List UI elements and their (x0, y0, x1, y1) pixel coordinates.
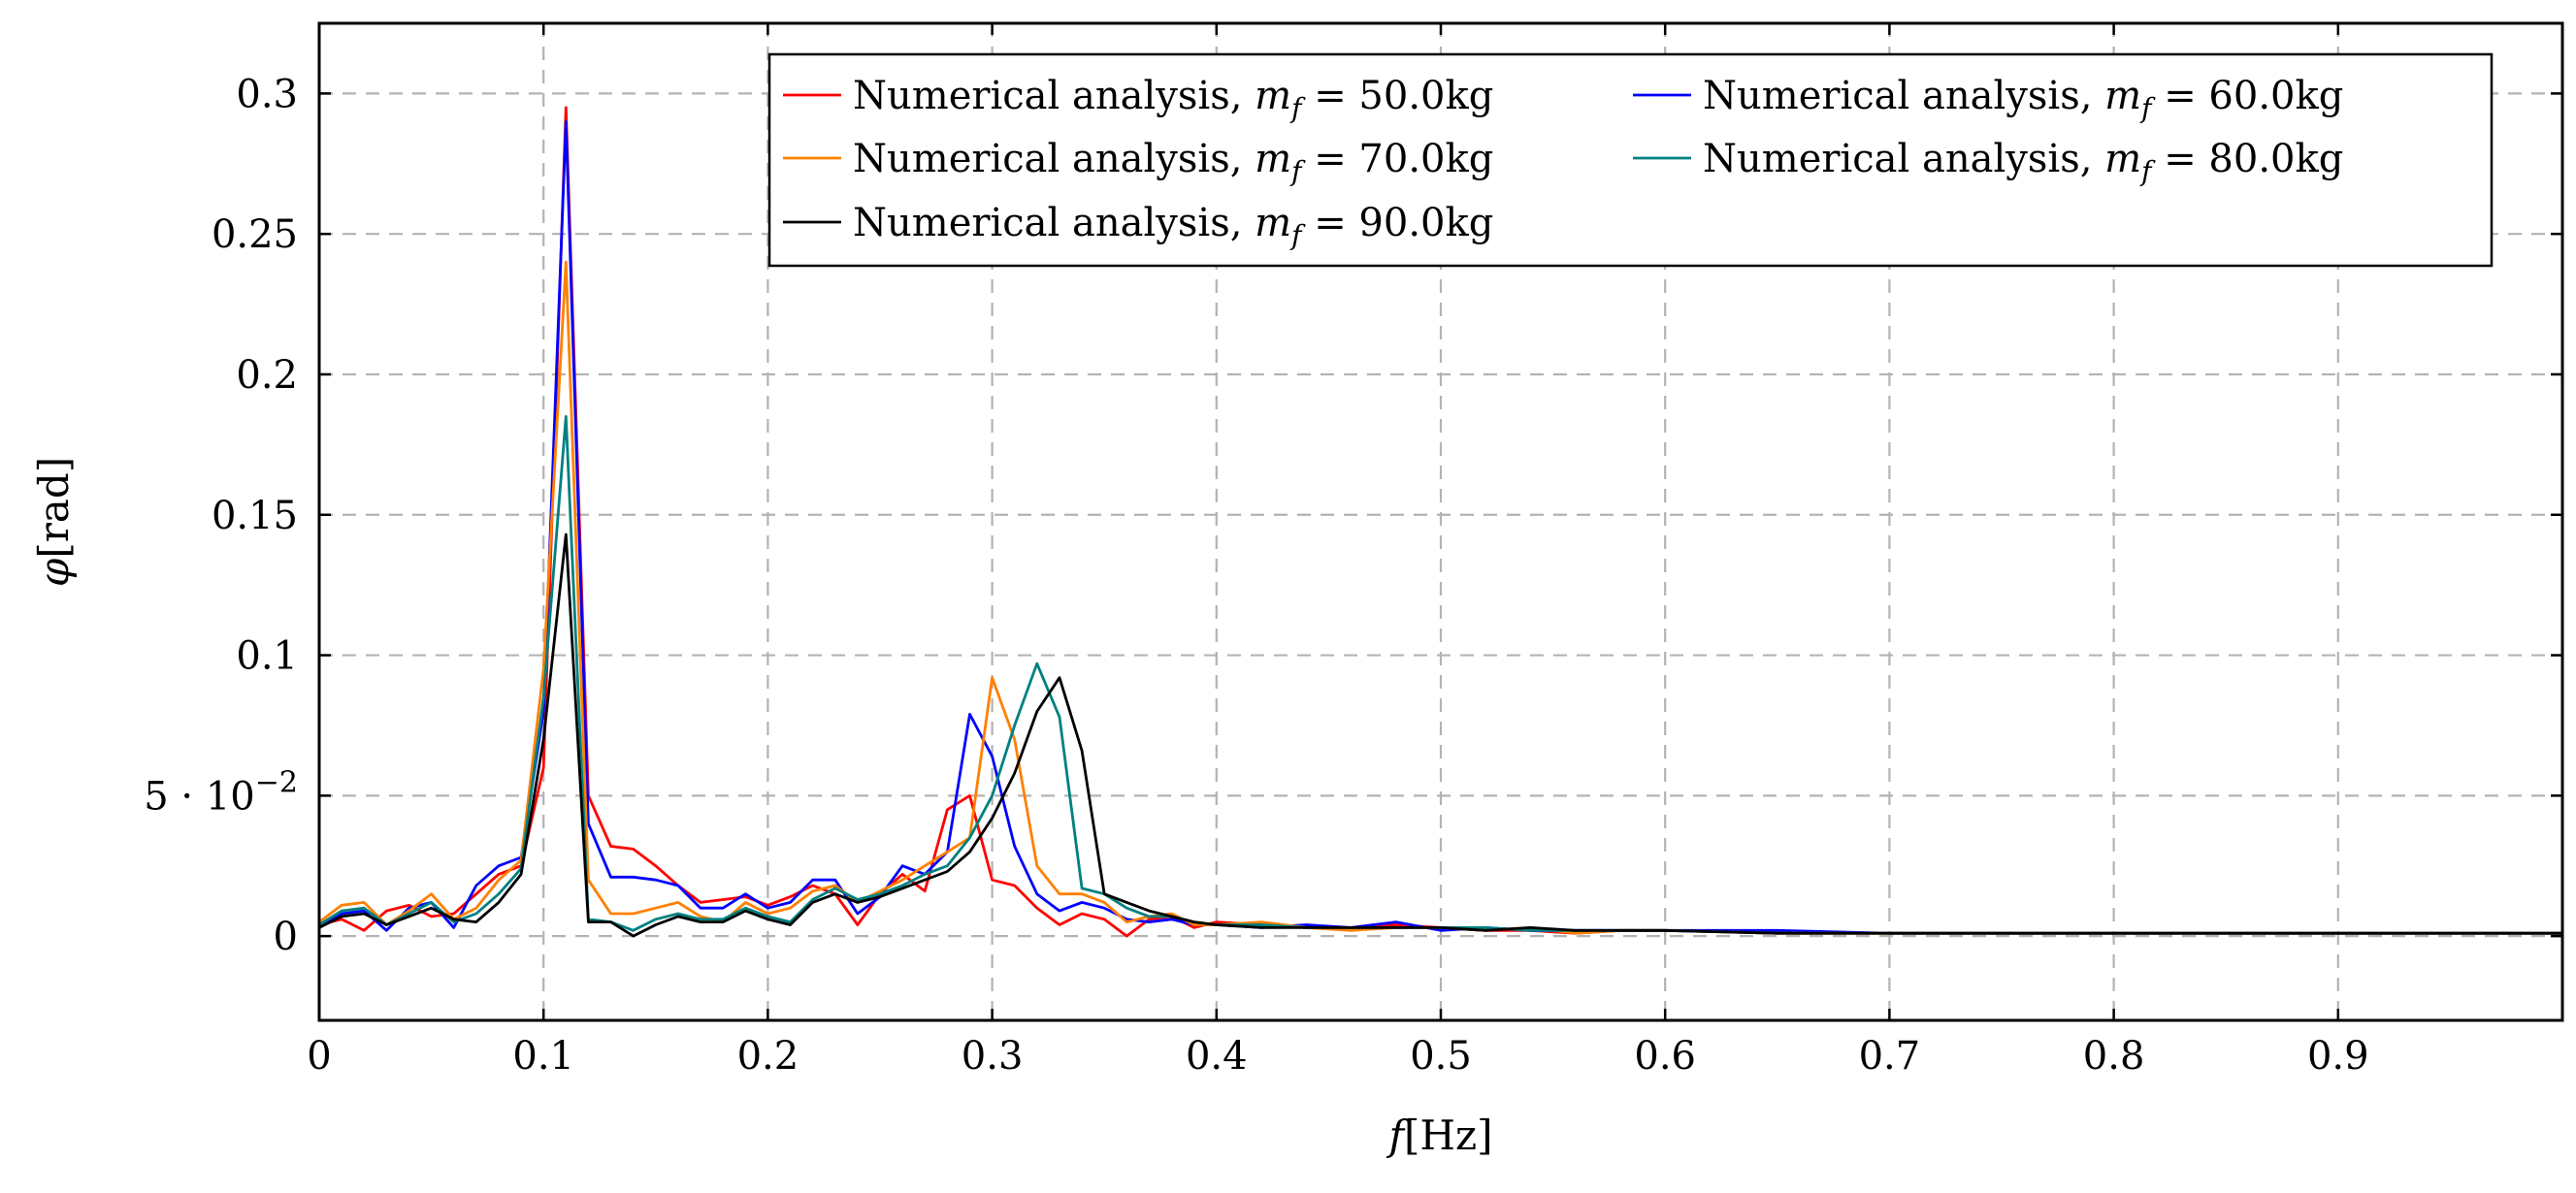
y-tick-label: 0.1 (236, 634, 298, 679)
y-axis-unit: [rad] (30, 457, 78, 559)
y-axis-variable: φ (30, 558, 78, 587)
axis-ticks (317, 23, 2562, 1020)
legend-label: Numerical analysis, mf = 50.0kg (853, 74, 1493, 124)
x-tick-label: 0.1 (512, 1034, 574, 1079)
legend: Numerical analysis, mf = 50.0kg Numerical… (767, 52, 2494, 268)
x-axis-title: f[Hz] (1386, 1112, 1492, 1159)
legend-label: Numerical analysis, mf = 70.0kg (853, 137, 1493, 187)
x-tick-label: 0.8 (2083, 1034, 2145, 1079)
x-axis-unit: [Hz] (1404, 1112, 1493, 1159)
legend-entry-4: Numerical analysis, mf = 80.0kg (1633, 137, 2343, 187)
x-tick-label: 0.2 (737, 1034, 799, 1079)
y-tick-label: 0.2 (236, 353, 298, 398)
x-tick-label: 0.3 (962, 1034, 1024, 1079)
legend-label: Numerical analysis, mf = 60.0kg (1703, 74, 2343, 124)
y-axis-title: φ[rad] (30, 457, 78, 587)
legend-entries: Numerical analysis, mf = 50.0kg Numerical… (783, 74, 2343, 251)
y-tick-label: 0.25 (212, 212, 298, 257)
legend-label: Numerical analysis, mf = 90.0kg (853, 201, 1493, 251)
legend-entry-2: Numerical analysis, mf = 60.0kg (1633, 74, 2343, 124)
x-tick-label: 0.7 (1859, 1034, 1921, 1079)
legend-box (767, 52, 2494, 268)
y-tick-label: 0.3 (236, 72, 298, 116)
y-tick-label: 0.15 (212, 494, 298, 538)
legend-label: Numerical analysis, mf = 80.0kg (1703, 137, 2343, 187)
x-tick-label: 0.4 (1186, 1034, 1248, 1079)
x-tick-labels: 0 0.1 0.2 0.3 0.4 0.5 0.6 0.7 0.8 0.9 (307, 1034, 2368, 1079)
y-tick-label: 5 · 10−2 (144, 765, 298, 819)
x-tick-label: 0.6 (1634, 1034, 1696, 1079)
legend-entry-5: Numerical analysis, mf = 90.0kg (783, 201, 1493, 251)
x-tick-label: 0 (307, 1034, 331, 1079)
series-line-5 (319, 532, 2562, 938)
series-lines (319, 106, 2562, 938)
y-tick-labels: 0 5 · 10−2 0.1 0.15 0.2 0.25 0.3 (144, 72, 298, 959)
legend-entry-3: Numerical analysis, mf = 70.0kg (783, 137, 1493, 187)
y-tick-label: 0 (274, 915, 298, 959)
legend-entry-1: Numerical analysis, mf = 50.0kg (783, 74, 1493, 124)
x-tick-label: 0.9 (2307, 1034, 2369, 1079)
x-tick-label: 0.5 (1410, 1034, 1472, 1079)
